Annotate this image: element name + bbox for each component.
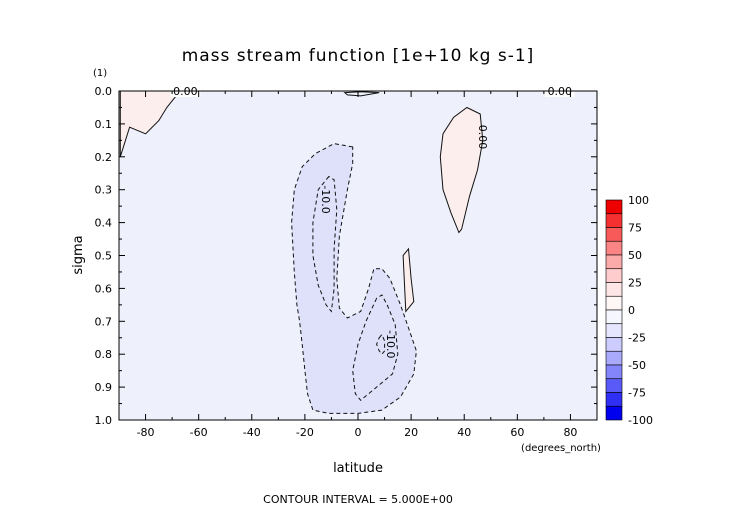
colorbar-label-4: 0 — [628, 304, 635, 317]
contour-regions — [119, 90, 484, 414]
y-tick-label-4: 0.4 — [95, 217, 113, 230]
y-tick-label-1: 0.1 — [95, 118, 113, 131]
colorbar-swatch-13 — [605, 378, 623, 393]
colorbar-swatch-9 — [605, 323, 623, 338]
y-tick-label-3: 0.3 — [95, 184, 113, 197]
colorbar-swatch-0 — [605, 199, 623, 215]
colorbar-swatch-15 — [605, 405, 623, 421]
colorbar-swatch-5 — [605, 268, 623, 283]
colorbar-label-6: -50 — [628, 359, 646, 372]
colorbar-label-8: -100 — [628, 414, 653, 427]
contour-label-2: 0.00 — [476, 125, 489, 150]
colorbar-label-7: -75 — [628, 387, 646, 400]
x-tick-label-4: 0 — [355, 426, 362, 439]
x-tick-label-6: 40 — [457, 426, 471, 439]
colorbar-swatch-6 — [605, 282, 623, 297]
colorbar-label-0: 100 — [628, 194, 649, 207]
y-tick-label-10: 1.0 — [95, 414, 113, 427]
contour-positive-sliver — [402, 247, 415, 313]
plot-frame — [118, 90, 598, 421]
colorbar-swatch-2 — [605, 227, 623, 242]
colorbar-swatch-1 — [605, 213, 623, 228]
colorbar-swatch-12 — [605, 364, 623, 380]
x-tick-label-5: 20 — [404, 426, 418, 439]
chart-title: mass stream function [1e+10 kg s-1] — [182, 46, 535, 66]
x-tick-label-3: -20 — [296, 426, 314, 439]
y-axis: 0.0 0.1 0.2 0.3 0.4 0.5 0.6 0.7 0.8 0.9 1.0 — [95, 85, 597, 427]
x-tick-label-8: 80 — [563, 426, 577, 439]
contour-label-3: -10.0 — [319, 185, 332, 213]
contour-positive-nh-upper — [439, 106, 484, 234]
contour-interval-note: CONTOUR INTERVAL = 5.000E+00 — [263, 493, 453, 506]
y-tick-label-0: 0.0 — [95, 85, 113, 98]
colorbar-swatch-8 — [605, 309, 623, 325]
x-tick-label-7: 60 — [510, 426, 524, 439]
contour-label-4: -10.0 — [384, 330, 397, 358]
x-axis: -80 -60 -40 -20 0 20 40 60 80 — [118, 91, 598, 439]
y-axis-label: sigma — [71, 235, 86, 274]
colorbar: 100 75 50 25 0 -25 -50 -75 -100 — [605, 194, 653, 427]
x-axis-label: latitude — [333, 461, 383, 476]
y-tick-label-2: 0.2 — [95, 151, 113, 164]
colorbar-swatch-4 — [605, 254, 623, 270]
colorbar-swatch-10 — [605, 337, 623, 352]
x-axis-units: (degrees_north) — [521, 443, 601, 454]
colorbar-swatch-7 — [605, 295, 623, 311]
colorbar-label-3: 25 — [628, 277, 642, 290]
y-tick-label-9: 0.9 — [95, 381, 113, 394]
colorbar-swatch-3 — [605, 240, 623, 256]
colorbar-label-2: 50 — [628, 249, 642, 262]
y-tick-label-5: 0.5 — [95, 250, 113, 263]
y-tick-label-7: 0.7 — [95, 315, 113, 328]
colorbar-label-1: 75 — [628, 222, 642, 235]
contour-negative-inner-upper — [312, 175, 338, 313]
x-tick-label-1: -60 — [190, 426, 208, 439]
colorbar-swatch-14 — [605, 392, 623, 407]
x-tick-label-2: -40 — [243, 426, 261, 439]
contour-negative-inner-lower — [352, 294, 399, 402]
scale-note: (1) — [93, 68, 107, 79]
colorbar-swatch-11 — [605, 350, 623, 366]
y-tick-label-8: 0.8 — [95, 348, 113, 361]
colorbar-label-5: -25 — [628, 332, 646, 345]
contour-negative-outer — [291, 143, 417, 414]
y-tick-label-6: 0.6 — [95, 282, 113, 295]
x-tick-label-0: -80 — [137, 426, 155, 439]
contour-negative-small-loop — [376, 333, 386, 355]
